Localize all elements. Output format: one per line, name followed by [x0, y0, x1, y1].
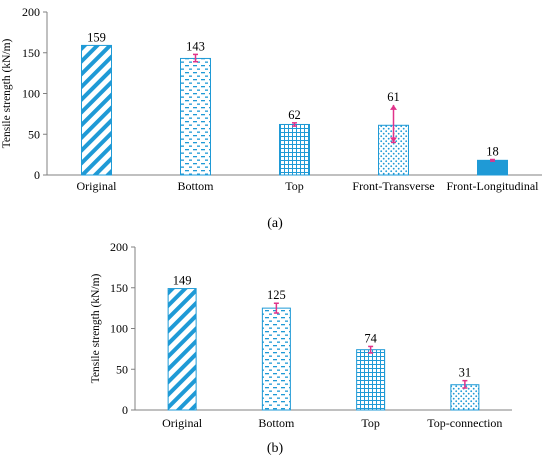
- bar-top: [356, 349, 386, 411]
- y-tick-label: 200: [22, 5, 40, 19]
- bar-original: [81, 44, 112, 176]
- chart-panel-b: (b) Tensile strength (kN/m) 0 50 100 150 200 1…: [90, 240, 512, 456]
- category-label: Bottom: [258, 416, 295, 430]
- bar-original: [167, 288, 197, 411]
- data-label: 159: [87, 30, 106, 44]
- category-label: Bottom: [177, 179, 214, 193]
- y-tick-label: 100: [22, 87, 40, 101]
- error-bar-arrow-bottom: [390, 137, 397, 143]
- category-label: Top: [285, 179, 304, 193]
- category-label: Front-Longitudinal: [447, 179, 540, 193]
- category-label: Front-Transverse: [352, 179, 434, 193]
- y-tick-label: 50: [116, 362, 128, 376]
- data-label: 149: [173, 274, 192, 288]
- y-tick-label: 0: [34, 168, 40, 182]
- y-axis-label: Tensile strength (kN/m): [1, 38, 13, 148]
- bar-front-transverse: [378, 124, 409, 176]
- category-label: Top-connection: [427, 416, 502, 430]
- y-tick-label: 200: [110, 240, 128, 254]
- y-tick-label: 150: [22, 46, 40, 60]
- category-label: Original: [77, 179, 118, 193]
- panel-label-a: (a): [267, 216, 283, 231]
- data-label: 18: [486, 145, 499, 159]
- data-label: 74: [364, 331, 377, 345]
- bar-bottom: [261, 307, 291, 411]
- data-label: 125: [267, 288, 286, 302]
- y-axis-label: Tensile strength (kN/m): [90, 273, 102, 383]
- bar-top-connection: [450, 384, 480, 411]
- bar-top: [279, 123, 310, 176]
- y-tick-label: 100: [110, 322, 128, 336]
- data-label: 31: [459, 366, 472, 380]
- category-label: Top: [361, 416, 380, 430]
- bar-bottom: [180, 57, 211, 176]
- chart-panel-a: (a) Tensile strength (kN/m) 0 50 100 150 200 1…: [1, 5, 542, 231]
- data-label: 61: [387, 90, 400, 104]
- data-label: 143: [186, 39, 205, 53]
- error-bar-arrow-top: [390, 104, 397, 110]
- category-label: Original: [162, 416, 203, 430]
- data-label: 62: [288, 108, 301, 122]
- y-tick-label: 0: [122, 403, 128, 417]
- y-tick-label: 150: [110, 281, 128, 295]
- bar-front-longitudinal: [477, 159, 508, 176]
- y-tick-label: 50: [28, 127, 40, 141]
- panel-label-b: (b): [267, 441, 284, 456]
